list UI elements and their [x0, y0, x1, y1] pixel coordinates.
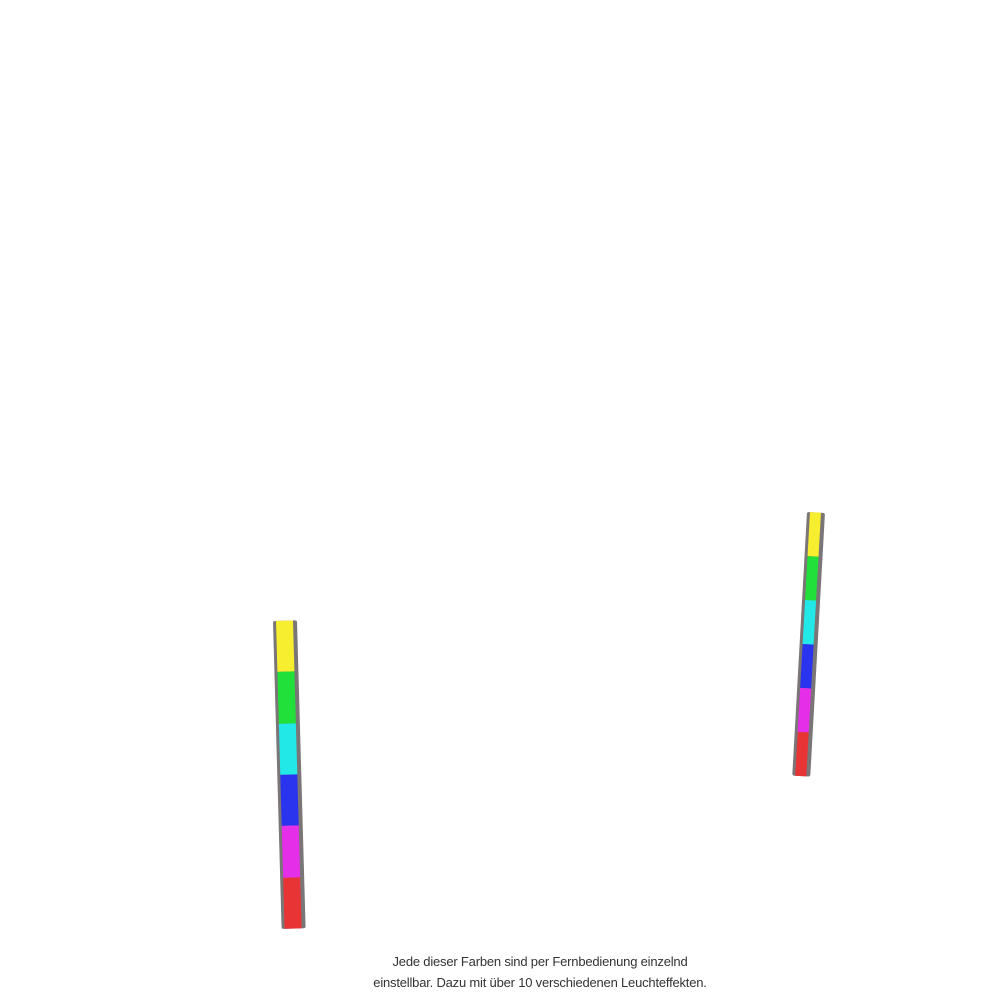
segment-green [277, 671, 296, 724]
caption-line-1: Jede dieser Farben sind per Fernbedienun… [392, 954, 688, 969]
segment-blue [280, 774, 299, 827]
caption: Jede dieser Farben sind per Fernbedienun… [300, 951, 780, 993]
segment-red [283, 876, 302, 929]
segment-cyan [278, 723, 298, 775]
caption-line-2: einstellbar. Dazu mit über 10 verschiede… [373, 975, 707, 990]
segment-magenta [281, 825, 301, 878]
led-strip-left [273, 620, 306, 929]
segment-yellow [275, 620, 295, 673]
led-strip-right [792, 512, 825, 777]
